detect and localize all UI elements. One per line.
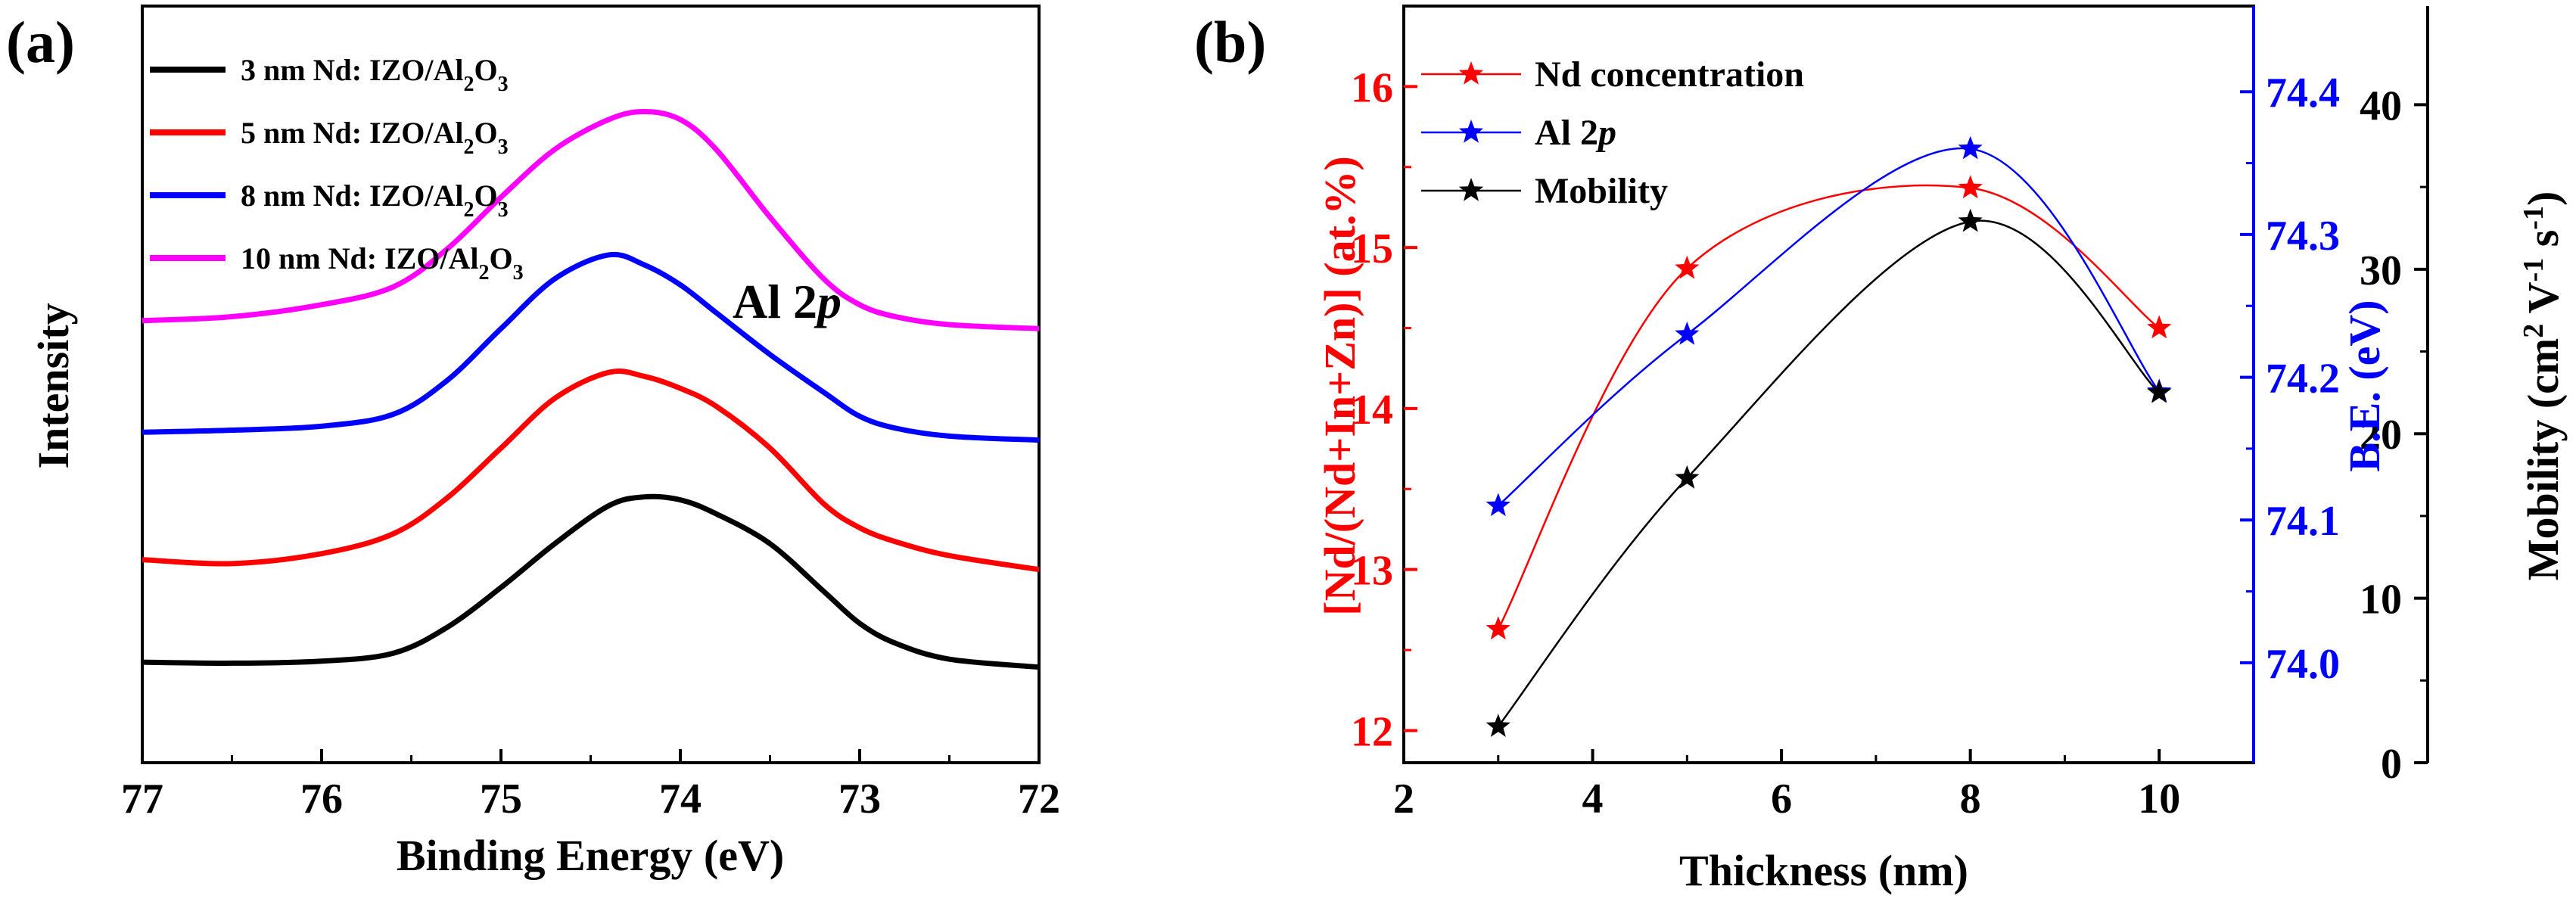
panel-a-annotation: Al 2p	[733, 275, 842, 328]
spectrum-line	[142, 493, 1040, 670]
panel-a-x-axis: 77 76 75 74 73 72	[121, 749, 1060, 822]
spectrum-line	[142, 251, 1040, 443]
data-point-star	[1486, 493, 1510, 517]
data-point-star	[2147, 379, 2172, 403]
panel-b-x-axis-title: Thickness (nm)	[1679, 846, 1968, 895]
y-tick-label: 12	[1351, 708, 1393, 755]
panel-b-left-axis: 12 13 14 15 16	[1351, 64, 1417, 755]
y-tick-label: 20	[2360, 412, 2402, 459]
y-tick-label: 15	[1351, 225, 1393, 272]
data-point-star	[1958, 208, 1983, 232]
x-tick-label: 75	[480, 776, 522, 822]
legend-label: 5 nm Nd: IZO/Al2O3	[241, 116, 509, 159]
data-point-star	[1958, 175, 1983, 199]
x-tick-label: 74	[659, 776, 702, 822]
spectrum-line	[142, 108, 1040, 331]
legend-star	[1458, 61, 1484, 85]
y-tick-label: 74.3	[2266, 213, 2340, 260]
legend-label: Mobility	[1535, 171, 1668, 211]
y-tick-label: 13	[1351, 548, 1393, 595]
x-tick-label: 76	[300, 776, 343, 822]
panel-b-legend: Nd concentration Al 2p Mobility	[1421, 54, 1804, 211]
y-tick-label: 74.1	[2266, 498, 2340, 545]
series-line	[1497, 219, 2161, 727]
panel-b-be-axis-title: B.E. (eV)	[2340, 300, 2389, 471]
panel-a-x-axis-title: Binding Energy (eV)	[397, 831, 784, 880]
y-tick-label: 16	[1351, 64, 1393, 111]
spectrum-line	[142, 368, 1040, 573]
data-point-star	[1486, 714, 1510, 737]
legend-star	[1458, 178, 1484, 201]
panel-b-mobility-axis: 0 10 20 30 40	[2360, 82, 2428, 788]
panel-a-y-axis-title: Intensity	[29, 303, 78, 468]
x-tick-label: 2	[1393, 776, 1414, 822]
legend-label: 10 nm Nd: IZO/Al2O3	[241, 241, 524, 285]
data-point-star	[1675, 255, 1700, 279]
y-tick-label: 40	[2360, 82, 2402, 129]
y-tick-label: 74.0	[2266, 641, 2340, 688]
data-point-star	[1675, 322, 1700, 345]
y-tick-label: 74.4	[2266, 70, 2340, 117]
panel-b-left-axis-title: [Nd/(Nd+In+Zn)] (at.%)	[1315, 156, 1364, 615]
panel-b-mobility-axis-title: Mobility (cm2 V-1 s-1)	[2518, 191, 2568, 581]
data-point-star	[1486, 616, 1510, 640]
y-tick-label: 74.2	[2266, 356, 2340, 403]
panel-a-legend: 3 nm Nd: IZO/Al2O3 5 nm Nd: IZO/Al2O3 8 nm…	[150, 53, 524, 285]
x-tick-label: 73	[838, 776, 881, 822]
y-tick-label: 10	[2360, 577, 2402, 623]
panel-b-series	[1486, 135, 2172, 737]
panel-b-plot-frame	[1402, 5, 2255, 764]
data-point-star	[2147, 315, 2172, 339]
series-line	[1497, 184, 2160, 630]
panel-a-series	[142, 108, 1040, 670]
y-tick-label: 14	[1351, 387, 1393, 434]
legend-label: Nd concentration	[1535, 54, 1804, 95]
data-point-star	[1675, 465, 1700, 489]
legend-label: Al 2p	[1535, 113, 1616, 153]
x-tick-label: 6	[1771, 776, 1792, 822]
legend-label: 3 nm Nd: IZO/Al2O3	[241, 53, 509, 96]
panel-b-label: (b)	[1194, 9, 1266, 75]
legend-star	[1458, 120, 1484, 143]
panel-b-x-axis: 2 4 6 8 10	[1393, 749, 2180, 822]
y-tick-label: 30	[2360, 247, 2402, 294]
panel-b-be-axis: 74.0 74.1 74.2 74.3 74.4	[2240, 70, 2340, 688]
panel-a: (a) 77 76 75 74 73 72 3 nm Nd: IZO/Al2O3 5 nm …	[6, 5, 1060, 880]
series-line	[1497, 147, 2161, 507]
x-tick-label: 72	[1018, 776, 1060, 822]
data-point-star	[1958, 135, 1983, 160]
x-tick-label: 77	[121, 776, 163, 822]
y-tick-label: 0	[2381, 741, 2402, 788]
panel-a-label: (a)	[6, 9, 75, 75]
x-tick-label: 10	[2138, 776, 2180, 822]
legend-label: 8 nm Nd: IZO/Al2O3	[241, 179, 509, 222]
x-tick-label: 4	[1582, 776, 1604, 822]
x-tick-label: 8	[1960, 776, 1981, 822]
